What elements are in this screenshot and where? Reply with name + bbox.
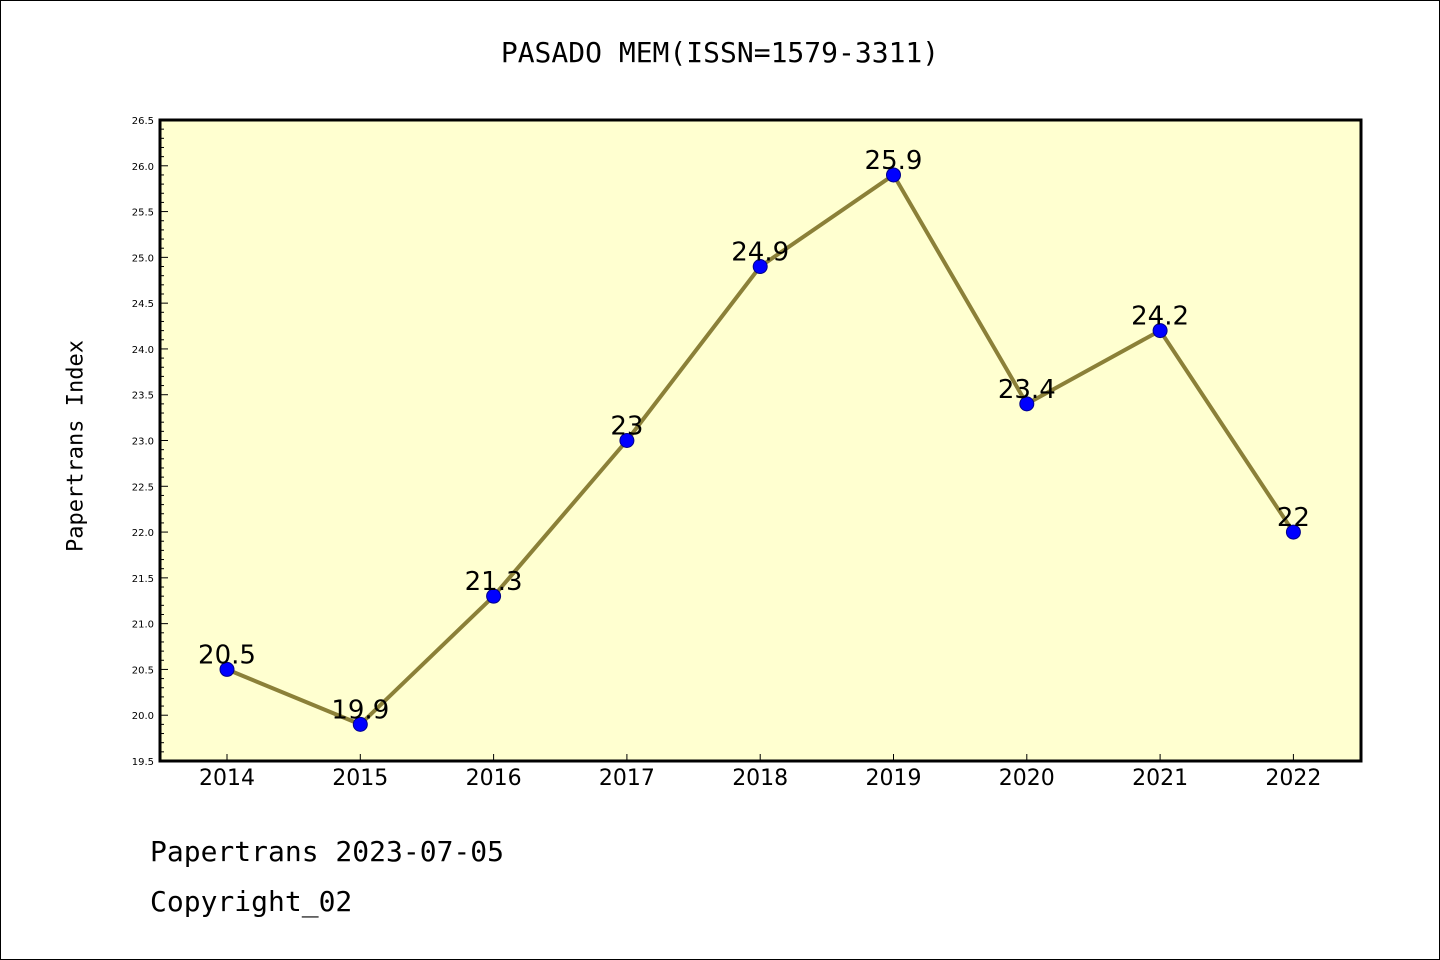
x-tick-label: 2016 bbox=[466, 766, 522, 791]
x-tick-label: 2019 bbox=[866, 766, 922, 791]
y-tick-label: 23.5 bbox=[132, 391, 154, 402]
y-tick-label: 23.0 bbox=[132, 437, 154, 448]
data-points bbox=[219, 167, 1301, 732]
data-point bbox=[1285, 524, 1301, 540]
data-label: 24.9 bbox=[731, 238, 789, 268]
x-tick-label: 2021 bbox=[1132, 766, 1188, 791]
data-point bbox=[752, 259, 768, 275]
x-tick-label: 2014 bbox=[199, 766, 255, 791]
y-tick-label: 20.0 bbox=[132, 711, 154, 722]
x-tick-label: 2020 bbox=[999, 766, 1055, 791]
plot-area bbox=[160, 120, 1361, 761]
y-tick-label: 21.0 bbox=[132, 620, 154, 631]
y-axis-ticks: 19.5 20.0 20.5 21.0 21.5 22.0 22.5 23.0 23.5 24.0… bbox=[132, 116, 168, 768]
y-tick-label: 26.5 bbox=[132, 116, 154, 127]
data-label: 24.2 bbox=[1131, 302, 1189, 332]
data-label: 22 bbox=[1277, 503, 1310, 533]
y-tick-label: 20.5 bbox=[132, 665, 154, 676]
data-labels: 20.5 19.9 21.3 23 24.9 25.9 23.4 24.2 22 bbox=[198, 146, 1310, 725]
x-tick-label: 2015 bbox=[332, 766, 388, 791]
data-label: 19.9 bbox=[331, 695, 389, 725]
y-tick-label: 22.0 bbox=[132, 528, 154, 539]
x-tick-label: 2022 bbox=[1265, 766, 1321, 791]
data-point bbox=[1152, 323, 1168, 339]
data-point bbox=[619, 433, 635, 448]
x-tick-label: 2017 bbox=[599, 766, 655, 791]
y-tick-label: 25.5 bbox=[132, 208, 154, 219]
data-point bbox=[886, 167, 901, 183]
y-tick-label: 24.5 bbox=[132, 299, 154, 310]
y-tick-label: 24.0 bbox=[132, 345, 154, 356]
data-point bbox=[1019, 396, 1035, 412]
footer-date: Papertrans 2023-07-05 bbox=[150, 835, 505, 868]
chart-title: PASADO MEM(ISSN=1579-3311) bbox=[500, 36, 940, 69]
data-label: 23 bbox=[610, 412, 643, 442]
data-point bbox=[352, 716, 368, 732]
data-label: 21.3 bbox=[465, 567, 523, 597]
footer-copyright: Copyright_02 bbox=[150, 885, 353, 918]
data-point bbox=[219, 661, 235, 677]
y-tick-label: 26.0 bbox=[132, 162, 154, 173]
y-tick-label: 25.0 bbox=[132, 253, 154, 264]
data-point bbox=[486, 588, 502, 604]
y-tick-label: 21.5 bbox=[132, 574, 154, 585]
y-tick-label: 19.5 bbox=[132, 757, 154, 768]
data-label: 23.4 bbox=[998, 375, 1056, 405]
data-label: 25.9 bbox=[865, 146, 923, 176]
x-tick-label: 2018 bbox=[732, 766, 788, 791]
plot-border bbox=[158, 118, 1363, 763]
data-label: 20.5 bbox=[198, 640, 256, 670]
y-tick-label: 22.5 bbox=[132, 482, 154, 493]
x-axis-ticks: 2014 2015 2016 2017 2018 2019 2020 2021 2022 bbox=[199, 754, 1321, 791]
